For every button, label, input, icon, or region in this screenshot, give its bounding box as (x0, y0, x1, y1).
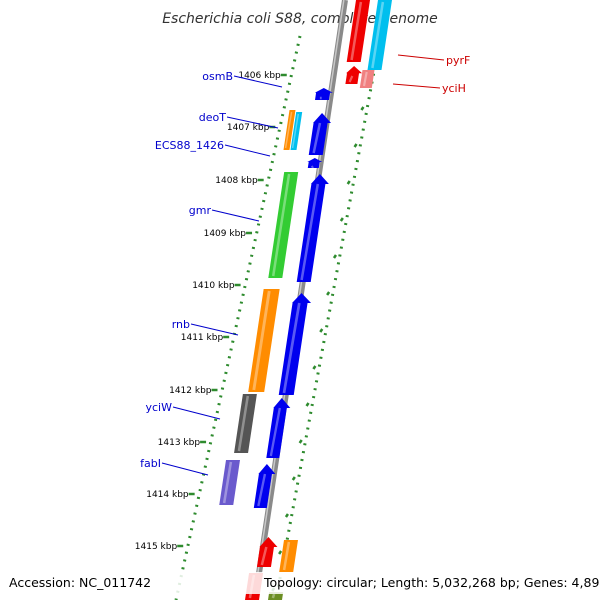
footer-background (0, 572, 600, 594)
cog-gmr-green-shine (271, 173, 291, 277)
gene-label-leader (233, 75, 283, 88)
inner-tick (312, 365, 317, 370)
cog-deoT-cyan (290, 112, 303, 150)
gene-bottom-red (256, 537, 278, 567)
inner-tick (284, 513, 289, 518)
gene-label: yciH (442, 82, 466, 95)
cog-fabI-purple (219, 460, 240, 505)
cog-yciW-gray (234, 394, 257, 453)
inner-tick (305, 402, 310, 407)
genome-title: Escherichia coli S88, complete genome (162, 11, 438, 27)
kbp-tick-label: 1412 kbp (169, 386, 212, 396)
cog-bottom-orange (279, 540, 298, 572)
gene-fabI-shine (257, 473, 267, 507)
gene-pyrF-red-lower-shine (348, 75, 354, 83)
kbp-tick-label: 1415 kbp (135, 542, 178, 552)
gene-label: pyrF (446, 54, 470, 67)
gene-features (219, 0, 392, 600)
gene-label: gmr (189, 204, 212, 217)
kbp-tick-label: 1410 kbp (192, 281, 235, 291)
inner-tick (278, 550, 283, 555)
gene-ECS88-1426 (307, 158, 323, 168)
gene-pyrF-red (346, 0, 370, 62)
kbp-tick-label: 1411 kbp (181, 333, 224, 343)
gene-gmr-shine (300, 183, 320, 281)
inner-tick (332, 254, 338, 259)
cog-deoT-orange-shine (284, 111, 293, 149)
gene-label-leader (172, 406, 221, 420)
outer-scale-dots (174, 35, 302, 600)
cog-yciH-pink-shine (362, 71, 368, 87)
cog-fabI-purple-shine (222, 461, 233, 504)
gene-fabI (253, 464, 276, 508)
gene-osmB (314, 88, 333, 100)
gene-label: osmB (202, 70, 233, 83)
inner-tick (319, 328, 324, 333)
kbp-tick-label: 1407 kbp (227, 123, 270, 133)
gene-label: deoT (199, 111, 226, 124)
kbp-tick-label: 1414 kbp (146, 490, 189, 500)
cog-deoT-orange (283, 110, 296, 150)
cog-rnb-orange (248, 289, 280, 392)
cog-bottom-olive-shine (271, 593, 276, 599)
gene-label-leader (211, 209, 260, 222)
gene-pyrF-red-shine (350, 1, 363, 61)
gene-ECS88-1426-shine (310, 165, 314, 169)
gene-yciW (266, 398, 291, 458)
gene-label-leader (161, 462, 209, 476)
gene-label-leader (392, 83, 441, 89)
gene-label: ECS88_1426 (155, 139, 224, 152)
gene-label-leader (397, 54, 445, 61)
cog-pyrF-cyan (367, 0, 392, 70)
gene-deoT (308, 113, 332, 155)
inner-tick (291, 476, 296, 481)
gene-rnb-shine (282, 302, 301, 394)
gene-deoT-shine (312, 122, 322, 154)
inner-tick (353, 143, 358, 148)
gene-rnb (278, 293, 312, 395)
gene-pyrF-red-lower (345, 66, 363, 84)
cog-bottom-orange-shine (282, 541, 291, 571)
cog-gmr-green (268, 172, 299, 278)
kbp-tick-label: 1409 kbp (204, 229, 247, 239)
accession-text: Accession: NC_011742 (9, 575, 151, 590)
topology-text: Topology: circular; Length: 5,032,268 bp… (263, 575, 600, 590)
kbp-tick-label: 1406 kbp (238, 71, 281, 81)
cog-deoT-cyan-shine (291, 113, 300, 149)
kbp-tick-label: 1408 kbp (215, 176, 258, 186)
kbp-tick-labels: 1406 kbp 1407 kbp 1408 kbp 1409 kbp 1410 kbp… (135, 71, 287, 552)
gene-gmr (296, 174, 329, 282)
inner-tick (346, 180, 351, 185)
gene-bottom-red-shine (260, 546, 268, 566)
gene-label: yciW (146, 401, 173, 414)
inner-tick (360, 106, 365, 111)
inner-tick (298, 439, 303, 444)
cog-rnb-orange-shine (252, 290, 271, 391)
gene-label: rnb (172, 318, 190, 331)
cog-pyrF-cyan-shine (371, 1, 385, 69)
cog-yciW-gray-shine (237, 395, 250, 452)
gene-label: fabI (140, 457, 161, 470)
gene-label-leader (226, 116, 279, 129)
inner-tick (326, 291, 331, 296)
gene-label-leader (224, 144, 271, 157)
gene-yciW-shine (269, 407, 281, 457)
cog-yciH-pink (359, 70, 375, 88)
inner-tick (339, 217, 344, 222)
gene-label-leader (190, 323, 239, 336)
kbp-tick-label: 1413 kbp (158, 438, 201, 448)
